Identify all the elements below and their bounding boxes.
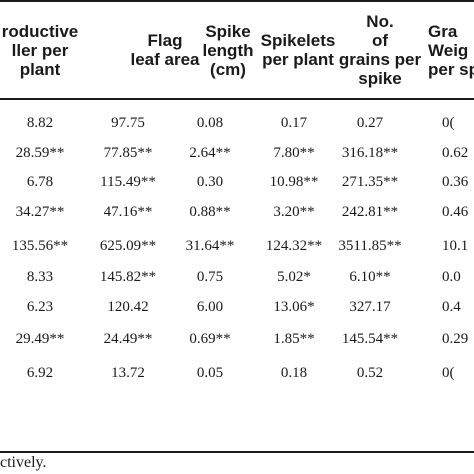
table-cell: 0.0 <box>442 269 461 285</box>
table-cell: 8.82 <box>26 115 54 131</box>
table-cell: 145.82** <box>99 269 157 285</box>
table-cell: 6.10** <box>349 269 391 285</box>
table-cell: 0.29 <box>442 331 469 347</box>
header-flag-leaf-area: Flag leaf area <box>130 31 200 69</box>
table-cell: 115.49** <box>100 174 156 190</box>
table-cell: 6.92 <box>26 365 54 381</box>
table-cell: 47.16** <box>103 204 153 220</box>
header-grains-per-spike: No. of grains per spike <box>338 12 422 88</box>
table-cell: 10.98** <box>269 174 319 190</box>
table-cell: 271.35** <box>341 174 399 190</box>
table-top-rule <box>0 0 474 2</box>
table-cell: 77.85** <box>103 145 153 161</box>
table-footnote: ctively. <box>0 454 47 471</box>
table-bottom-rule <box>0 451 474 453</box>
table-cell: 0.30 <box>196 174 224 190</box>
table-cell: 0.75 <box>196 269 224 285</box>
table-cell: 0.17 <box>280 115 308 131</box>
table-cell: 97.75 <box>111 115 145 131</box>
table-cell: 0.52 <box>356 365 384 381</box>
table-cell: 0.62 <box>442 145 469 161</box>
table-cell: 625.09** <box>99 238 157 254</box>
table-cell: 29.49** <box>15 331 65 347</box>
table-cell: 10.1 <box>442 238 469 254</box>
table-header-rule <box>0 98 474 100</box>
header-spikelets-per-plant: Spikelets per plant <box>260 31 336 69</box>
header-grain-weight: Gra Weig per sp <box>428 21 474 79</box>
table-cell: 1.85** <box>273 331 315 347</box>
table-cell: 124.32** <box>265 238 323 254</box>
table-cell: 0.36 <box>442 174 469 190</box>
table-cell: 2.64** <box>189 145 231 161</box>
table-cell: 0.4 <box>442 299 461 315</box>
table-cell: 3511.85** <box>338 238 402 254</box>
table-cell: 0.08 <box>196 115 224 131</box>
table-cell: 120.42 <box>107 299 149 315</box>
table-cell: 0.69** <box>189 331 231 347</box>
table-cell: 28.59** <box>15 145 65 161</box>
table-cell: 0.88** <box>189 204 231 220</box>
table-cell: 24.49** <box>103 331 153 347</box>
table-cell: 316.18** <box>341 145 399 161</box>
table-cell: 6.00 <box>196 299 224 315</box>
table-cell: 0.27 <box>356 115 384 131</box>
table-cell: 31.64** <box>185 238 235 254</box>
header-productive-tiller: roductive ller per plant <box>1 21 79 79</box>
table-cell: 8.33 <box>26 269 54 285</box>
table-cell: 0( <box>442 365 455 381</box>
table-cell: 5.02* <box>277 269 311 285</box>
table-cell: 135.56** <box>11 238 69 254</box>
table-cell: 327.17 <box>349 299 391 315</box>
table-cell: 242.81** <box>341 204 399 220</box>
table-cell: 6.23 <box>26 299 54 315</box>
header-spike-length: Spike length (cm) <box>202 21 254 79</box>
table-cell: 34.27** <box>15 204 65 220</box>
table-cell: 145.54** <box>341 331 399 347</box>
table-cell: 13.06* <box>273 299 315 315</box>
table-cell: 0( <box>442 115 455 131</box>
table-cell: 7.80** <box>273 145 315 161</box>
table-cell: 6.78 <box>26 174 54 190</box>
table-cell: 0.05 <box>196 365 224 381</box>
table-cell: 3.20** <box>273 204 315 220</box>
table-cell: 13.72 <box>111 365 145 381</box>
table-cell: 0.46 <box>442 204 469 220</box>
table-cell: 0.18 <box>280 365 308 381</box>
